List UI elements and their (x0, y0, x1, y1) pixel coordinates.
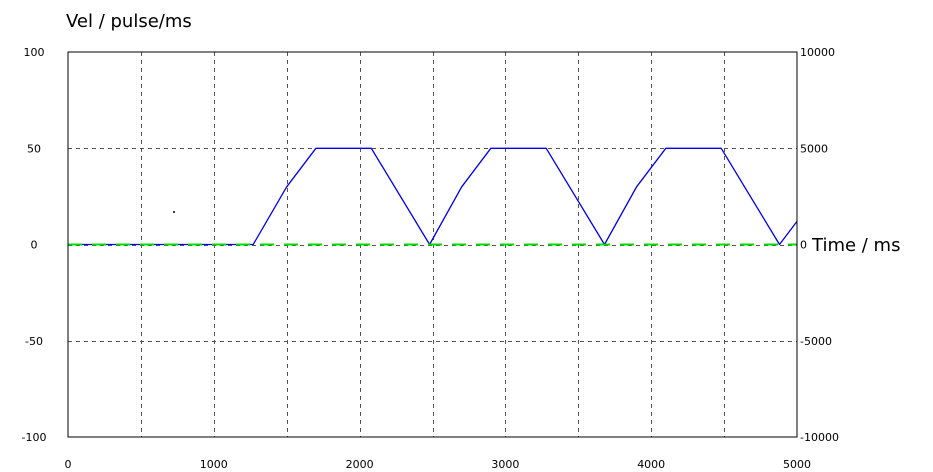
y-tick-label-right: 10000 (800, 46, 835, 59)
x-tick-label: 5000 (783, 458, 811, 471)
y-tick-label-right: -10000 (800, 431, 839, 444)
y-tick-label-left: 50 (27, 142, 41, 155)
series-layer (68, 147, 798, 246)
x-axis-title: Time / ms (811, 235, 900, 256)
y-tick-label-left: -100 (22, 431, 47, 444)
stray-dot (173, 211, 175, 213)
tick-layer: 0 1000 2000 3000 4000 5000 100 50 0 -50 -100 10000 5… (22, 46, 839, 471)
plot-frame (67, 51, 798, 438)
x-tick-label: 0 (65, 458, 72, 471)
y-tick-label-left: 0 (31, 239, 38, 252)
velocity-series-line (68, 147, 798, 246)
y-tick-label-left: -50 (25, 335, 43, 348)
y-tick-label-right: 5000 (800, 142, 828, 155)
x-tick-label: 2000 (346, 458, 374, 471)
y-tick-label-left: 100 (24, 46, 45, 59)
x-tick-label: 1000 (200, 458, 228, 471)
x-tick-label: 4000 (637, 458, 665, 471)
y-tick-label-right: 0 (800, 239, 807, 252)
x-tick-label: 3000 (491, 458, 519, 471)
y-tick-label-right: -5000 (800, 335, 832, 348)
y-axis-title: Vel / pulse/ms (66, 11, 192, 32)
